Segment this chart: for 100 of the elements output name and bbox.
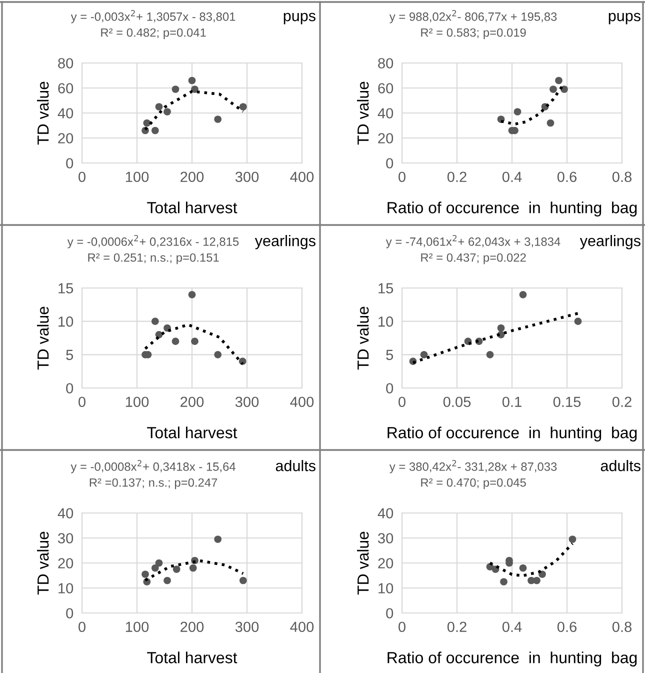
x-tick-label: 0	[398, 622, 406, 632]
y-tick-label: 20	[378, 558, 394, 568]
x-axis-title: Ratio of occurence in hunting bag	[388, 202, 637, 216]
point	[142, 570, 149, 578]
x-tick-label: 0.1	[502, 396, 522, 408]
point	[143, 119, 151, 127]
chart-title: adults	[600, 460, 640, 472]
text: R² = 0.251; n.s.; p=0.151	[88, 253, 219, 264]
x-tick-label: 0.05	[443, 396, 471, 408]
x-tick-label: 0	[398, 396, 406, 408]
point	[189, 564, 197, 572]
point	[555, 76, 562, 84]
point	[519, 564, 527, 572]
x-tick-label: 0.6	[557, 172, 576, 182]
point	[239, 103, 247, 110]
x-tick-label: 0.2	[447, 622, 466, 632]
text: R² =0.137; n.s.; p=0.247	[90, 478, 218, 490]
y-tick-label: 10	[58, 316, 74, 327]
chart-subtitle: y = 380,42x$^{2}$- 331,28x + 87,033	[389, 460, 557, 474]
x-tick-label: 400	[290, 396, 314, 408]
y-tick-label: 0	[386, 608, 394, 618]
y-tick-label: 5	[66, 350, 74, 360]
x-axis-title: Total harvest	[147, 202, 238, 214]
text: R² = 0.470; p=0.045	[421, 478, 526, 490]
x-tick-label: 300	[235, 172, 259, 182]
y-tick-label: 20	[378, 133, 394, 144]
y-axis-title: TD value	[37, 532, 49, 595]
point	[172, 566, 180, 573]
point	[497, 324, 505, 332]
point	[151, 318, 159, 326]
y-tick-label: 0	[386, 383, 394, 394]
x-tick-label: 0	[398, 172, 406, 182]
x-tick-label: 200	[180, 172, 204, 182]
y-tick-label: 30	[378, 533, 394, 544]
y-axis-title: TD value	[357, 532, 369, 595]
point	[155, 103, 163, 110]
chart-subtitle: y = -74,061x$^{2}$+ 62,043x + 3,1834	[386, 235, 560, 248]
point	[164, 108, 171, 116]
x-tick-label: 0.2	[612, 396, 632, 408]
chart-title: adults	[276, 460, 316, 472]
x-axis-title: Total harvest	[147, 426, 238, 438]
x-tick-label: 0.2	[447, 172, 466, 182]
x-tick-label: 100	[126, 396, 149, 408]
y-axis-title: TD value	[357, 306, 369, 370]
point	[214, 536, 222, 543]
chart-subtitle: y = 988,02x$^{2}$- 806,77x + 195,83	[389, 10, 557, 24]
text: R² = 0.482; p=0.041	[101, 28, 206, 40]
point	[214, 116, 222, 123]
point	[188, 290, 196, 298]
y-tick-label: 40	[58, 108, 74, 118]
chart-title: yearlings	[580, 235, 640, 250]
y-tick-label: 60	[378, 83, 394, 94]
chart-title: yearlings	[254, 235, 316, 250]
x-tick-label: 300	[235, 622, 259, 632]
x-tick-label: 100	[126, 622, 149, 632]
point	[550, 86, 557, 93]
y-tick-label: 60	[58, 83, 74, 94]
point	[519, 290, 527, 298]
y-axis-title: TD value	[37, 82, 49, 145]
y-tick-label: 10	[378, 316, 394, 327]
x-tick-label: 0.4	[502, 172, 522, 182]
x-tick-label: 0.8	[612, 172, 632, 182]
x-tick-label: 100	[126, 172, 149, 182]
x-tick-label: 0.6	[557, 622, 576, 632]
y-axis-title: TD value	[37, 306, 49, 370]
chart-subtitle: y = -0,003x$^{2}$+ 1,3057x - 83,801	[70, 10, 236, 24]
y-tick-label: 40	[378, 108, 394, 118]
y-tick-label: 10	[378, 583, 394, 594]
x-tick-label: 0.8	[612, 622, 632, 632]
point	[188, 76, 196, 84]
y-tick-label: 80	[378, 58, 394, 68]
point	[568, 536, 576, 543]
y-tick-label: 80	[58, 58, 74, 68]
point	[191, 338, 198, 346]
chart-title: pups	[608, 12, 640, 24]
x-tick-label: 300	[235, 396, 259, 408]
x-tick-label: 200	[180, 396, 204, 408]
y-tick-label: 15	[378, 283, 394, 294]
x-tick-label: 400	[290, 172, 314, 182]
point	[239, 576, 247, 584]
y-tick-label: 0	[66, 383, 74, 394]
point	[214, 350, 222, 358]
point	[533, 576, 540, 584]
chart-subtitle: y = -0,0008x$^{2}$+ 0,3418x - 15,64	[70, 460, 236, 474]
point	[151, 126, 159, 134]
point	[164, 576, 171, 584]
y-tick-label: 0	[66, 158, 74, 168]
text: R² = 0.437; p=0.022	[421, 253, 526, 264]
x-tick-label: 400	[290, 622, 314, 632]
y-tick-label: 40	[58, 508, 74, 518]
x-axis-title: Ratio of occurence in hunting bag	[388, 426, 637, 442]
y-tick-label: 10	[58, 583, 74, 594]
chart-subtitle: y = -0,0006x$^{2}$+ 0,2316x - 12,815	[67, 235, 239, 248]
x-tick-label: 0	[78, 396, 86, 408]
y-tick-label: 20	[58, 133, 74, 144]
point	[486, 350, 494, 358]
y-tick-label: 40	[378, 508, 394, 518]
x-tick-label: 0.15	[553, 396, 581, 408]
x-tick-label: 0	[78, 172, 86, 182]
x-axis-title: Total harvest	[147, 652, 238, 664]
